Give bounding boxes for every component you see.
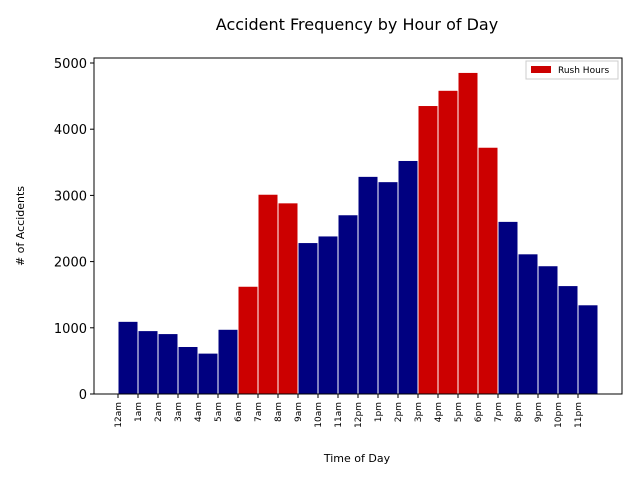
x-tick-label-7am: 7am bbox=[254, 402, 264, 422]
x-tick-label-8am: 8am bbox=[274, 402, 284, 422]
bar-11pm bbox=[578, 305, 598, 394]
bars-group bbox=[118, 72, 598, 395]
y-tick-label-4000: 4000 bbox=[54, 123, 87, 138]
bar-1am bbox=[138, 331, 158, 394]
x-tick-label-8pm: 8pm bbox=[514, 402, 524, 422]
y-tick-label-0: 0 bbox=[79, 388, 87, 403]
y-tick-label-5000: 5000 bbox=[54, 57, 87, 72]
x-tick-label-1am: 1am bbox=[134, 402, 144, 422]
bar-8am bbox=[278, 203, 298, 394]
x-tick-label-1pm: 1pm bbox=[374, 402, 384, 422]
x-tick-label-4am: 4am bbox=[194, 402, 204, 422]
bar-4pm bbox=[438, 90, 458, 394]
plot-frame bbox=[93, 57, 623, 395]
bar-10am bbox=[318, 236, 338, 394]
y-tick-label-2000: 2000 bbox=[54, 256, 87, 271]
x-tick-label-6pm: 6pm bbox=[474, 402, 484, 422]
x-tick-label-6am: 6am bbox=[234, 402, 244, 422]
bar-1pm bbox=[378, 182, 398, 394]
y-tick-label-3000: 3000 bbox=[54, 189, 87, 204]
legend-label-rush-hours: Rush Hours bbox=[558, 66, 609, 76]
bar-5am bbox=[218, 329, 238, 394]
x-tick-label-5am: 5am bbox=[214, 402, 224, 422]
bar-4am bbox=[198, 353, 218, 394]
bar-9am bbox=[298, 243, 318, 394]
x-axis-label: Time of Day bbox=[323, 452, 391, 465]
x-tick-label-12pm: 12pm bbox=[354, 402, 364, 428]
x-tick-label-11pm: 11pm bbox=[574, 402, 584, 428]
bar-5pm bbox=[458, 72, 478, 395]
bar-9pm bbox=[538, 266, 558, 394]
x-tick-label-12am: 12am bbox=[114, 402, 124, 428]
bar-2pm bbox=[398, 160, 418, 394]
bar-8pm bbox=[518, 254, 538, 394]
x-axis: 12am 1am 2am 3am 4am 5am 6am 7am 8am 9am 10am 11am 1… bbox=[114, 394, 584, 428]
y-axis: 0 1000 2000 3000 4000 5000 bbox=[54, 57, 94, 403]
bar-3pm bbox=[418, 106, 438, 394]
bar-7am bbox=[258, 194, 278, 394]
x-tick-label-2pm: 2pm bbox=[394, 402, 404, 422]
x-tick-label-11am: 11am bbox=[334, 402, 344, 428]
bar-11am bbox=[338, 215, 358, 394]
bar-3am bbox=[178, 346, 198, 394]
legend-box bbox=[525, 60, 619, 80]
bar-6am bbox=[238, 286, 258, 394]
chart-title: Accident Frequency by Hour of Day bbox=[216, 15, 498, 34]
x-tick-label-10am: 10am bbox=[314, 402, 324, 428]
x-tick-label-4pm: 4pm bbox=[434, 402, 444, 422]
legend: Rush Hours bbox=[525, 60, 619, 80]
x-tick-label-3am: 3am bbox=[174, 402, 184, 422]
bar-12am bbox=[118, 321, 138, 394]
y-tick-label-1000: 1000 bbox=[54, 322, 87, 337]
x-tick-label-5pm: 5pm bbox=[454, 402, 464, 422]
x-tick-label-7pm: 7pm bbox=[494, 402, 504, 422]
x-tick-label-3pm: 3pm bbox=[414, 402, 424, 422]
x-tick-label-10pm: 10pm bbox=[554, 402, 564, 428]
y-axis-label: # of Accidents bbox=[14, 186, 27, 266]
bar-10pm bbox=[558, 286, 578, 394]
bar-2am bbox=[158, 334, 178, 394]
bar-12pm bbox=[358, 176, 378, 394]
x-tick-label-9am: 9am bbox=[294, 402, 304, 422]
bar-7pm bbox=[498, 221, 518, 394]
x-tick-label-2am: 2am bbox=[154, 402, 164, 422]
legend-swatch-rush-hours bbox=[531, 66, 551, 73]
x-tick-label-9pm: 9pm bbox=[534, 402, 544, 422]
bar-6pm bbox=[478, 147, 498, 394]
